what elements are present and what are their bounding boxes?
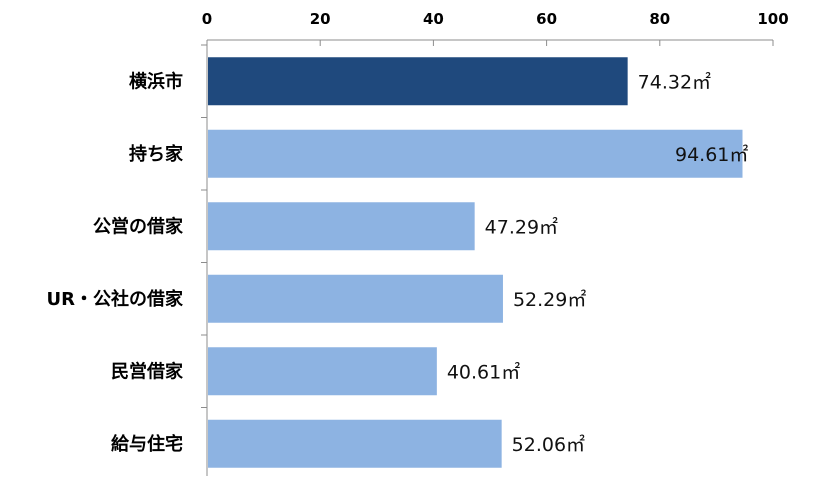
x-tick-label: 40 xyxy=(423,10,444,28)
x-tick-label: 60 xyxy=(536,10,557,28)
bar xyxy=(208,129,743,178)
bar xyxy=(208,274,503,323)
category-label: 公営の借家 xyxy=(93,215,184,237)
category-label: 持ち家 xyxy=(129,143,184,165)
category-label: 民営借家 xyxy=(111,360,184,382)
value-label: 94.61㎡ xyxy=(675,143,748,166)
value-label: 52.06㎡ xyxy=(512,433,585,456)
bars-group xyxy=(208,57,743,468)
bar xyxy=(208,57,628,106)
x-tick-label: 0 xyxy=(202,10,212,28)
value-label: 47.29㎡ xyxy=(485,215,558,238)
category-label: UR・公社の借家 xyxy=(47,288,184,310)
bar xyxy=(208,419,502,468)
x-tick-label: 20 xyxy=(310,10,331,28)
bar xyxy=(208,347,437,396)
x-tick-label: 80 xyxy=(649,10,670,28)
category-label: 横浜市 xyxy=(129,70,183,92)
value-label: 74.32㎡ xyxy=(638,70,711,93)
category-label: 給与住宅 xyxy=(111,433,183,455)
value-label: 52.29㎡ xyxy=(513,288,586,311)
value-labels: 74.32㎡ 94.61㎡ 47.29㎡ 52.29㎡ 40.61㎡ 52.06㎡ xyxy=(447,70,749,456)
value-label: 40.61㎡ xyxy=(447,360,520,383)
x-tick-label: 100 xyxy=(757,10,788,28)
bar xyxy=(208,202,475,251)
